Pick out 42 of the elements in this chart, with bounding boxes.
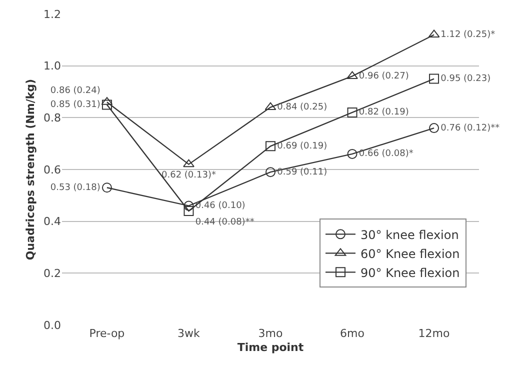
data-label: 0.59 (0.11) [277,167,328,178]
x-tick-label: 3wk [178,327,201,340]
data-label: 0.66 (0.08)* [358,149,414,160]
point [429,74,440,84]
point [429,123,440,134]
y-tick-label: 1.0 [44,60,61,73]
data-label: 0.85 (0.31) [50,100,100,110]
point [102,100,112,110]
y-tick-label: 0.2 [44,267,61,280]
data-label: 0.86 (0.24) [50,86,100,96]
point [266,141,276,152]
data-label: 0.96 (0.27) [358,71,409,82]
x-tick-label: 6mo [340,327,365,340]
legend-label: 90° Knee flexion [360,266,460,280]
point [184,206,194,216]
legend-label: 30° knee flexion [360,228,459,242]
legend-label: 60° Knee flexion [360,246,460,261]
data-label: 1.12 (0.25)* [440,30,496,40]
x-tick-label: 12mo [418,327,450,340]
point [347,107,358,118]
point [264,102,276,110]
data-label: 0.62 (0.13)* [162,170,216,181]
data-label: 0.53 (0.18) [50,182,100,193]
y-axis-title: Quadriceps strength (Nm/kg) [24,78,38,260]
y-tick-label: 0.0 [44,318,61,332]
data-label: 0.44 (0.08)** [195,217,255,228]
y-tick-label: 1.2 [44,8,61,21]
y-tick-label: 0.6 [44,163,61,176]
data-label: 0.84 (0.25) [277,102,328,113]
y-tick-label: 0.4 [44,215,61,228]
data-label: 0.69 (0.19) [277,141,328,152]
y-tick-label: 0.8 [44,112,61,125]
x-tick-label: Pre-op [89,327,125,340]
x-axis-title: Time point [237,341,304,354]
data-label: 0.76 (0.12)** [440,123,500,134]
point [183,159,194,168]
point [102,182,112,193]
point [347,148,358,159]
x-tick-label: 3mo [258,327,283,340]
point [266,167,276,178]
data-label: 0.95 (0.23) [440,74,491,84]
data-label: 0.82 (0.19) [358,108,409,118]
